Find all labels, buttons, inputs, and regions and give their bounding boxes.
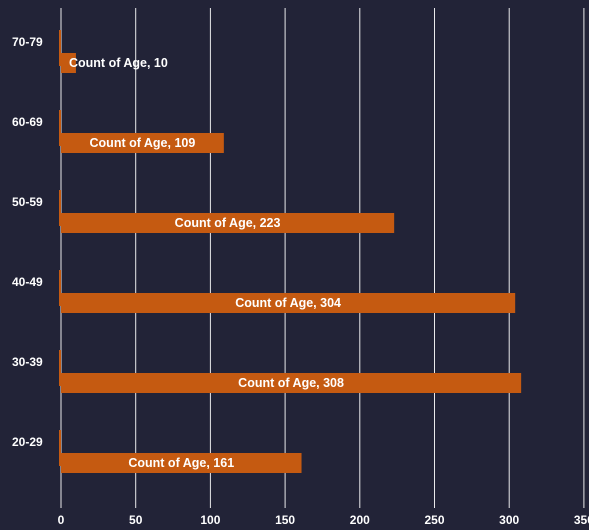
data-label: Count of Age, 304 [235,296,341,310]
category-label: 50-59 [12,195,43,209]
x-tick-label: 150 [275,513,295,527]
category-label: 30-39 [12,355,43,369]
x-tick-label: 100 [200,513,220,527]
x-tick-label: 350 [574,513,589,527]
bar [61,373,522,393]
x-tick-label: 250 [424,513,444,527]
category-label: 70-79 [12,35,43,49]
axis-marker [59,110,61,146]
bar [61,453,302,473]
bar [61,53,76,73]
category-label: 40-49 [12,275,43,289]
x-axis-tick-labels: 0 50 100 150 200 250 300 350 [58,513,589,527]
x-tick-label: 50 [129,513,143,527]
bar [61,133,224,153]
axis-marker [59,430,61,466]
axis-marker [59,270,61,306]
data-label: Count of Age, 223 [175,216,281,230]
x-tick-label: 0 [58,513,65,527]
bar [61,293,516,313]
bars [59,30,522,473]
data-label: Count of Age, 109 [90,136,196,150]
category-label: 60-69 [12,115,43,129]
gridlines [60,8,585,508]
data-label: Count of Age, 308 [238,376,344,390]
category-label: 20-29 [12,435,43,449]
axis-marker [59,30,61,66]
data-label: Count of Age, 10 [69,56,168,70]
x-tick-label: 300 [499,513,519,527]
data-label: Count of Age, 161 [128,456,234,470]
x-tick-label: 200 [350,513,370,527]
data-labels: Count of Age, 161 Count of Age, 308 Count … [69,56,344,470]
category-labels: 20-29 30-39 40-49 50-59 60-69 70-79 [12,35,43,449]
axis-marker [59,190,61,226]
axis-marker [59,350,61,386]
bar [61,213,395,233]
